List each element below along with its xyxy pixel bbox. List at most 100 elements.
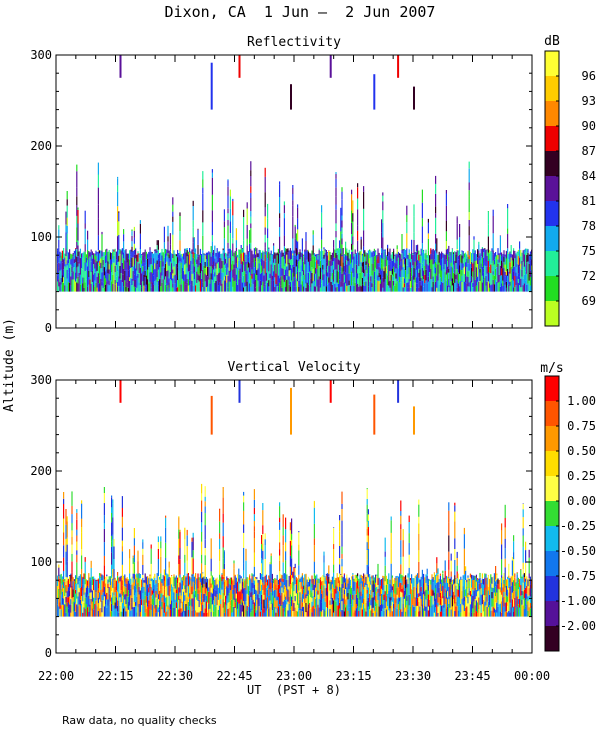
data-cell [126, 287, 128, 292]
data-cell [201, 593, 203, 603]
data-cell [250, 223, 252, 229]
data-cell [133, 555, 135, 563]
data-cell [400, 557, 402, 565]
data-cell [335, 204, 337, 210]
data-cell [129, 277, 131, 281]
data-cell [379, 255, 381, 258]
data-cell [262, 250, 264, 253]
data-cell [371, 590, 373, 598]
data-cell [204, 496, 206, 502]
data-cell [111, 495, 113, 498]
data-cell [418, 499, 420, 505]
data-cell [292, 238, 294, 254]
data-cell [529, 251, 531, 254]
data-cell [190, 577, 192, 580]
data-cell [256, 286, 258, 292]
data-cell [157, 599, 159, 608]
data-cell [180, 608, 182, 613]
data-cell [133, 528, 135, 539]
data-cell [75, 593, 77, 604]
data-cell [238, 260, 240, 271]
data-cell [120, 260, 122, 273]
data-cell [229, 189, 231, 197]
data-cell [419, 281, 421, 292]
data-cell [330, 276, 332, 282]
data-cell [222, 568, 224, 577]
data-cell [414, 277, 416, 283]
data-cell [147, 588, 149, 597]
data-cell [409, 281, 411, 288]
data-cell [191, 594, 193, 599]
data-cell [293, 276, 295, 287]
data-cell [317, 253, 319, 255]
data-cell [479, 281, 481, 292]
data-cell [346, 256, 348, 261]
data-cell [197, 234, 199, 245]
data-cell [127, 590, 129, 597]
data-cell [208, 603, 210, 610]
data-cell [103, 555, 105, 566]
data-cell [497, 248, 499, 256]
data-cell [63, 248, 65, 252]
data-cell [75, 272, 77, 282]
data-cell [112, 569, 114, 577]
colorbar-tick-label: 96 [582, 69, 596, 83]
data-cell [157, 254, 159, 259]
data-cell [264, 583, 266, 593]
data-cell [100, 573, 102, 577]
data-cell [214, 245, 216, 252]
data-cell [253, 281, 255, 292]
data-cell [161, 282, 163, 292]
data-cell [131, 229, 133, 232]
data-cell [328, 282, 330, 292]
data-cell [243, 582, 245, 589]
data-cell [153, 253, 155, 258]
data-cell [501, 283, 503, 292]
data-cell [421, 604, 423, 617]
data-cell [274, 258, 276, 265]
data-cell [65, 612, 67, 617]
data-cell [352, 574, 354, 577]
data-cell [291, 518, 293, 534]
data-cell [407, 282, 409, 288]
data-cell [333, 240, 335, 248]
data-cell [125, 270, 127, 282]
data-cell [436, 575, 438, 583]
data-cell [339, 260, 341, 271]
data-cell [424, 595, 426, 606]
data-cell [341, 254, 343, 257]
data-cell [486, 281, 488, 292]
data-cell [147, 576, 149, 585]
data-cell [353, 578, 355, 582]
data-cell [81, 257, 83, 269]
data-cell [273, 262, 275, 272]
data-cell [265, 261, 267, 273]
data-cell [447, 606, 449, 617]
colorbar-tick-label: 84 [582, 169, 596, 183]
data-cell [207, 612, 209, 617]
data-cell [173, 574, 175, 577]
data-cell [155, 263, 157, 275]
data-cell [172, 595, 174, 608]
data-cell [205, 266, 207, 275]
data-cell [303, 286, 305, 292]
data-cell [450, 262, 452, 267]
data-cell [180, 595, 182, 604]
data-cell [355, 574, 357, 578]
data-cell [337, 283, 339, 292]
data-cell [193, 583, 195, 590]
data-cell [391, 274, 393, 281]
data-cell [316, 273, 318, 287]
data-cell [303, 585, 305, 590]
data-cell [118, 261, 120, 270]
data-cell [244, 252, 246, 260]
data-cell [93, 253, 95, 265]
data-cell [63, 581, 65, 589]
data-cell [225, 263, 227, 269]
data-cell [472, 249, 474, 254]
data-cell [251, 269, 253, 274]
data-cell [70, 604, 72, 613]
data-cell [354, 276, 356, 283]
data-cell [283, 225, 285, 236]
data-cell [166, 606, 168, 612]
